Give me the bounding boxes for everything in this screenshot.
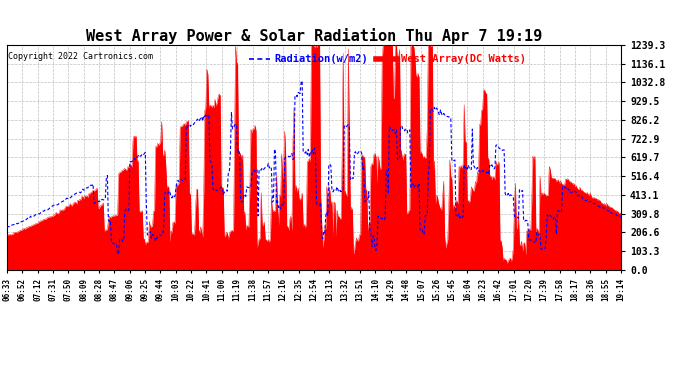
- Legend: Radiation(w/m2), West Array(DC Watts): Radiation(w/m2), West Array(DC Watts): [245, 50, 531, 69]
- Text: Copyright 2022 Cartronics.com: Copyright 2022 Cartronics.com: [8, 52, 152, 61]
- Title: West Array Power & Solar Radiation Thu Apr 7 19:19: West Array Power & Solar Radiation Thu A…: [86, 28, 542, 44]
